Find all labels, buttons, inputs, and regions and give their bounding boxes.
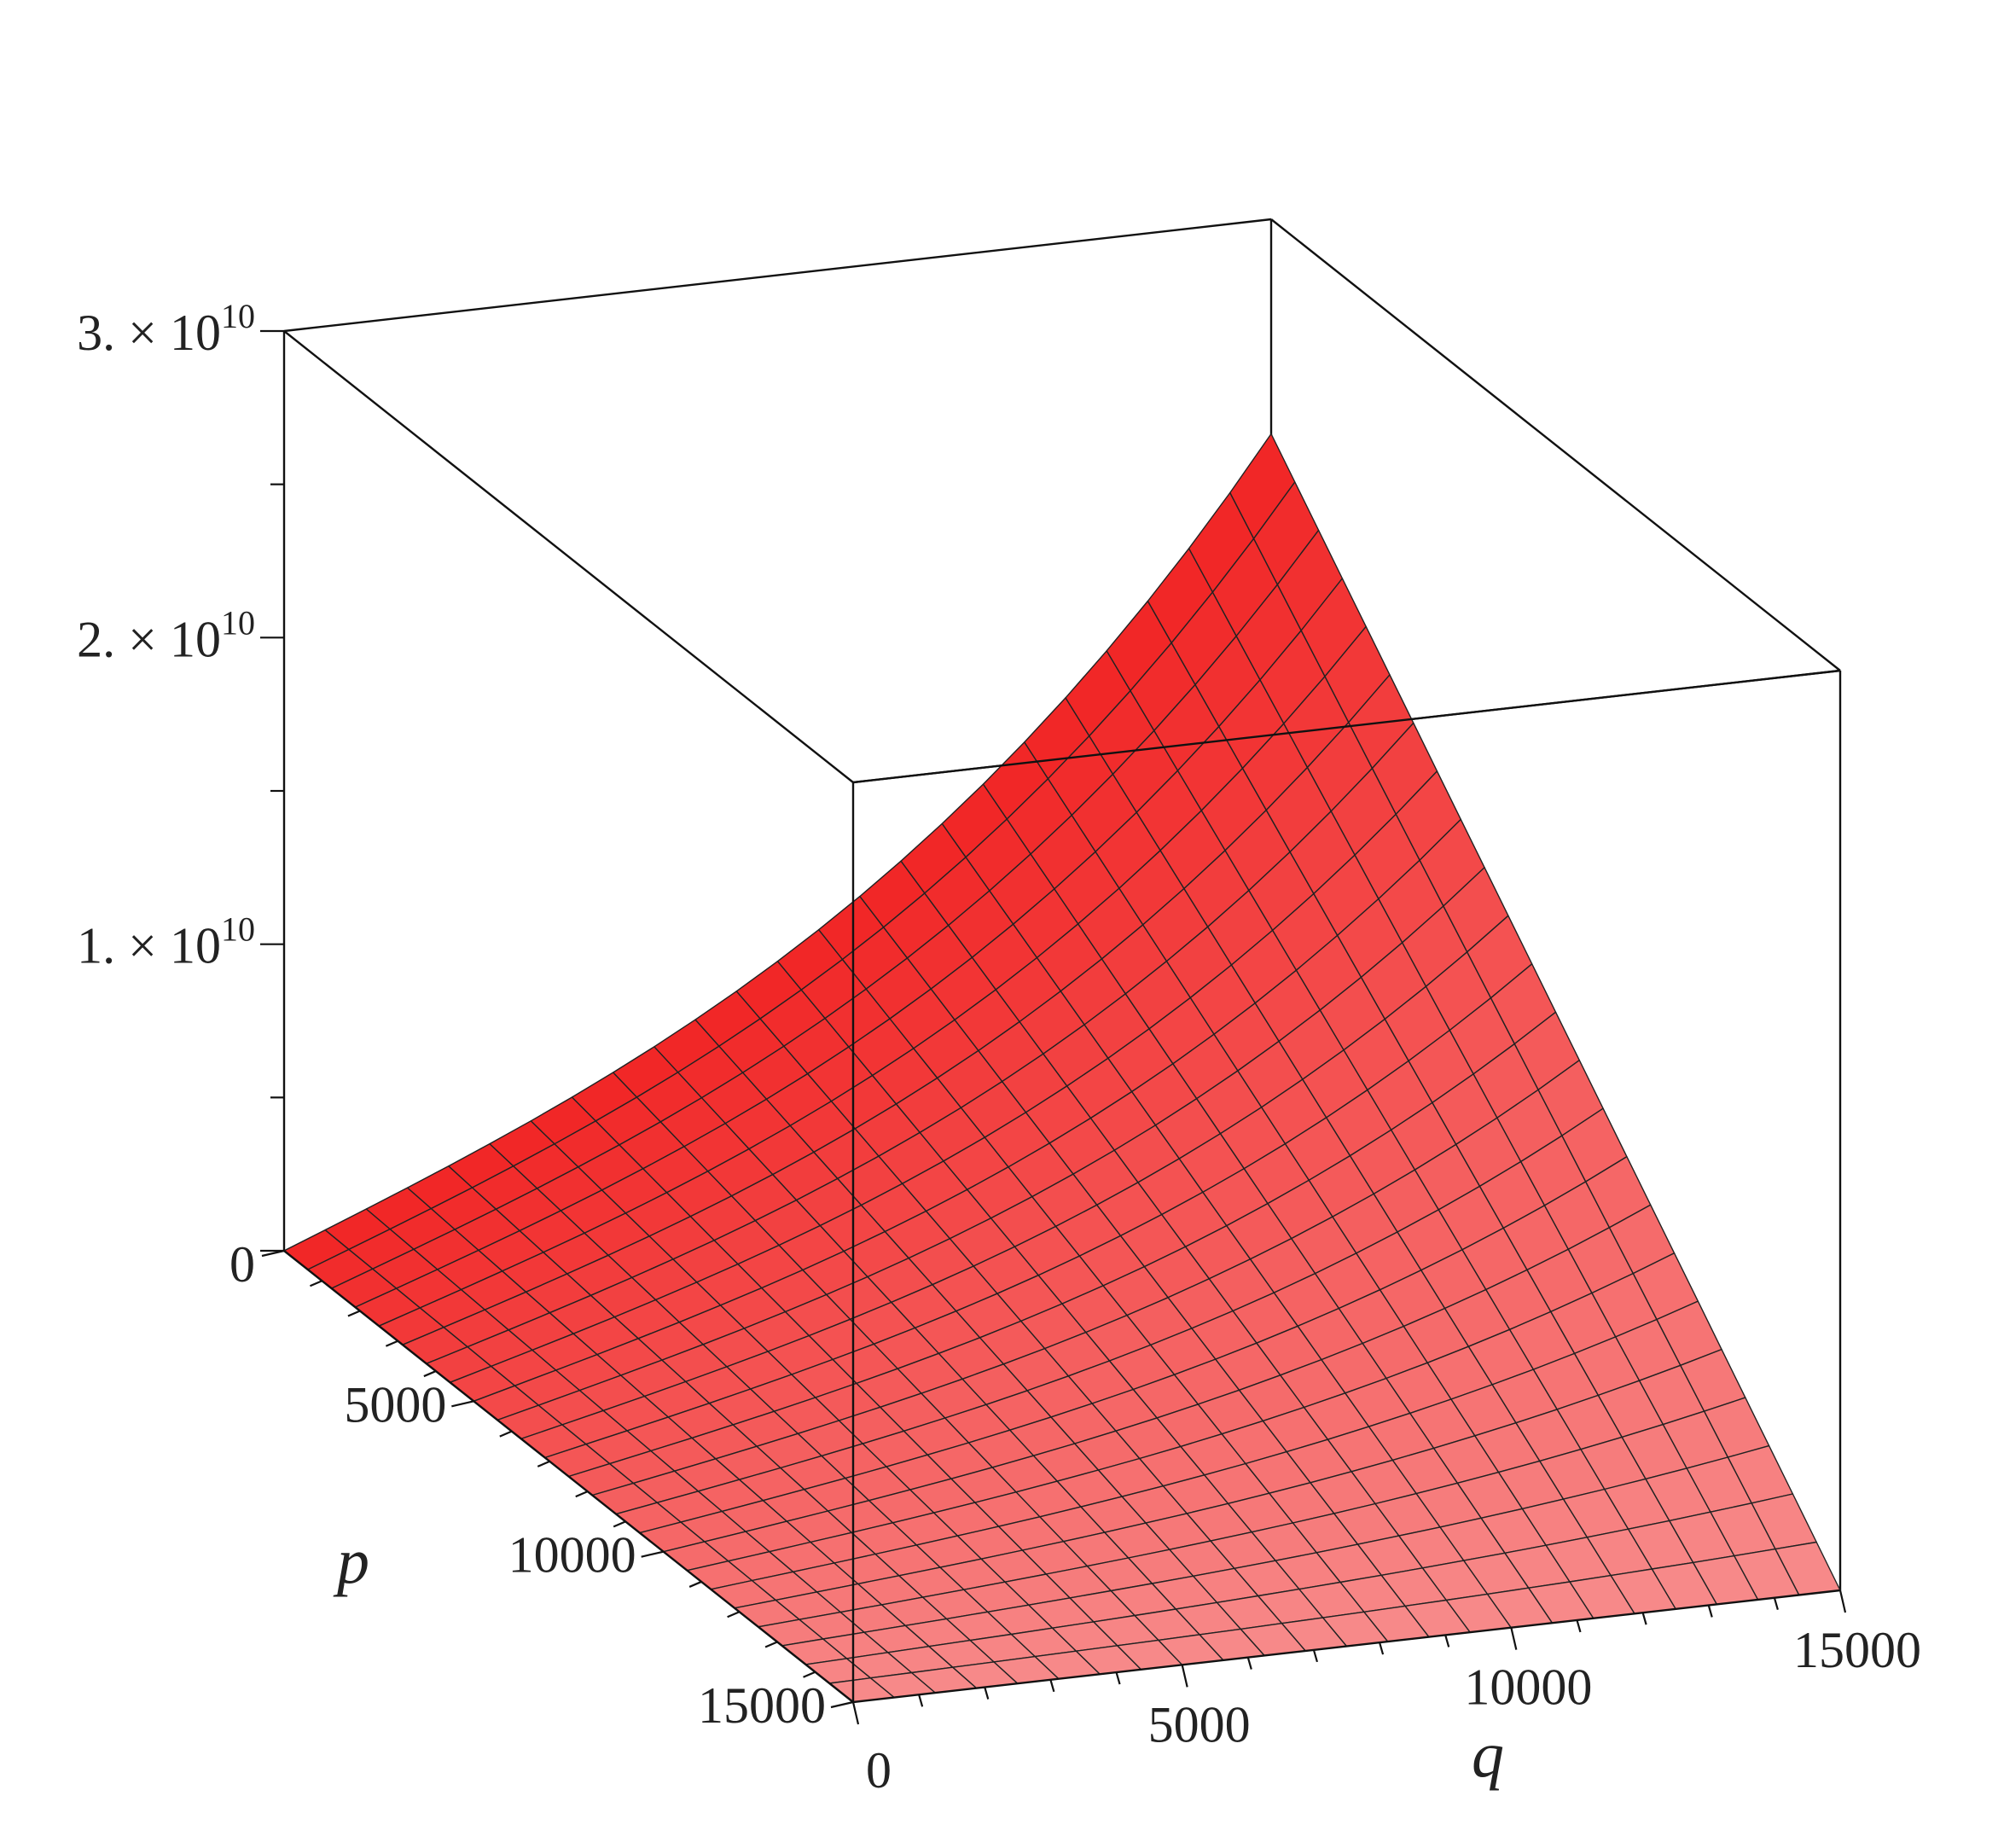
surfaces <box>283 433 1841 1703</box>
p-major-tick <box>641 1550 664 1558</box>
q-minor-tick <box>1312 1649 1318 1663</box>
p-minor-tick <box>537 1460 550 1467</box>
p-minor-tick <box>310 1280 322 1287</box>
p-tick-label: 5000 <box>344 1376 446 1432</box>
q-minor-tick <box>1379 1642 1385 1655</box>
box-edge <box>1270 218 1841 671</box>
z-tick-label: 3. × 1010 <box>77 297 255 361</box>
z-tick-label: 0 <box>229 1236 255 1293</box>
bounding-box-front <box>851 669 1841 1702</box>
q-minor-tick <box>1444 1635 1450 1648</box>
q-minor-tick <box>1576 1619 1582 1633</box>
q-axis-label: q <box>1472 1719 1504 1791</box>
p-minor-tick <box>764 1641 778 1648</box>
q-minor-tick <box>984 1687 990 1700</box>
p-minor-tick <box>423 1370 437 1378</box>
p-minor-tick <box>803 1671 816 1678</box>
q-minor-tick <box>1049 1679 1055 1693</box>
q-tick-label: 5000 <box>1148 1696 1251 1752</box>
q-tick-label: 15000 <box>1793 1622 1921 1678</box>
q-tick-label: 10000 <box>1464 1659 1592 1716</box>
box-edge <box>852 669 1841 784</box>
q-minor-tick <box>1115 1671 1121 1685</box>
q-minor-tick <box>1641 1612 1647 1625</box>
q-major-tick <box>1181 1665 1188 1688</box>
p-major-tick <box>451 1400 474 1408</box>
p-axis-line <box>283 1250 854 1703</box>
p-minor-tick <box>688 1580 702 1588</box>
q-major-tick <box>1838 1589 1847 1613</box>
q-tick-label: 0 <box>866 1742 892 1799</box>
p-minor-tick <box>575 1491 589 1498</box>
box-edge <box>283 330 854 783</box>
p-minor-tick <box>347 1310 361 1317</box>
p-axis-label: p <box>333 1525 369 1597</box>
q-major-tick <box>1510 1627 1518 1650</box>
surface-1 <box>283 433 1841 1703</box>
p-minor-tick <box>727 1611 741 1618</box>
axes: 5000 10000 15000 0 5000 10000 15000 0 1. × 1010 2… <box>77 297 1921 1799</box>
p-minor-tick <box>499 1430 513 1438</box>
p-tick-label: 15000 <box>698 1677 826 1734</box>
p-minor-tick <box>385 1340 398 1347</box>
z-tick-label: 1. × 1010 <box>77 910 255 974</box>
p-tick-label: 10000 <box>508 1527 636 1584</box>
q-major-tick <box>851 1701 860 1725</box>
q-minor-tick <box>918 1694 924 1707</box>
q-minor-tick <box>1707 1605 1713 1618</box>
z-tick-label: 2. × 1010 <box>77 603 255 667</box>
box-edge <box>283 218 1272 333</box>
q-minor-tick <box>1773 1597 1779 1611</box>
p-major-tick <box>830 1700 854 1709</box>
q-axis-line <box>852 1589 1841 1704</box>
p-minor-tick <box>613 1520 626 1528</box>
q-minor-tick <box>1246 1657 1252 1670</box>
